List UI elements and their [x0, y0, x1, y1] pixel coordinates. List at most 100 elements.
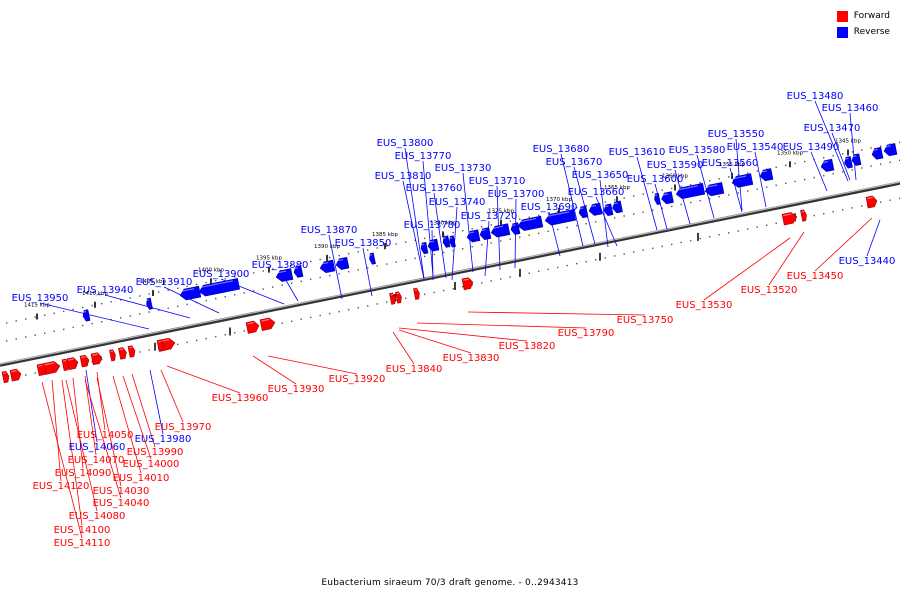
- leader-line: [149, 369, 164, 435]
- leader-line: [703, 237, 791, 301]
- leader-line: [362, 247, 373, 297]
- gene-arrow: [588, 202, 603, 216]
- gene-arrow: [844, 156, 853, 169]
- gene-arrow: [865, 195, 878, 209]
- gene-arrow: [90, 352, 103, 366]
- leader-line: [768, 231, 805, 286]
- leader-line: [433, 192, 447, 279]
- gene-arrow: [490, 223, 511, 238]
- gene-arrow: [389, 292, 396, 305]
- gene-label: EUS_13770: [395, 151, 452, 162]
- gene-arrow: [61, 358, 70, 371]
- gene-label: EUS_13920: [329, 374, 386, 385]
- gene-arrow: [544, 209, 577, 226]
- tick-label: 1360 kbp: [662, 174, 688, 180]
- gene-label: EUS_13550: [708, 129, 765, 140]
- gene-label: EUS_14100: [54, 525, 111, 536]
- gene-label: EUS_13900: [193, 269, 250, 280]
- gene-arrow: [461, 277, 474, 291]
- gene-arrow: [156, 339, 165, 352]
- gene-label: EUS_13840: [386, 364, 443, 375]
- leader-line: [404, 147, 425, 279]
- leader-line: [84, 379, 122, 499]
- leader-line: [398, 327, 528, 342]
- leader-line: [599, 179, 609, 248]
- gene-arrow: [1, 370, 10, 384]
- gene-label: EUS_13950: [12, 293, 69, 304]
- reverse-swatch: [836, 26, 848, 38]
- leader-line: [866, 219, 881, 257]
- gene-label: EUS_13810: [375, 171, 432, 182]
- gene-label: EUS_13990: [127, 447, 184, 458]
- gene-arrow: [781, 212, 798, 226]
- gene-arrow: [245, 320, 260, 334]
- gene-arrow: [442, 235, 451, 248]
- leader-line: [65, 379, 98, 512]
- leader-line: [636, 156, 658, 231]
- gene-arrow: [578, 205, 589, 219]
- gene-label: EUS_13750: [617, 315, 674, 326]
- gene-label: EUS_14090: [55, 468, 112, 479]
- gene-arrow: [800, 209, 807, 222]
- gene-label: EUS_13710: [469, 176, 526, 187]
- leader-line: [754, 151, 767, 208]
- gene-label: EUS_13650: [572, 170, 629, 181]
- leader-line: [112, 375, 142, 474]
- gene-label: EUS_13940: [77, 285, 134, 296]
- gene-label: EUS_14030: [93, 486, 150, 497]
- leader-line: [96, 371, 106, 431]
- leader-line: [416, 322, 587, 329]
- leader-line: [729, 167, 743, 213]
- gene-arrow: [109, 349, 116, 362]
- gene-arrow: [413, 287, 420, 300]
- tick-label: 1395 kbp: [256, 256, 282, 262]
- legend-reverse: Reverse: [836, 24, 890, 40]
- gene-arrow: [851, 153, 862, 166]
- gene-arrow: [179, 285, 202, 301]
- leader-line: [84, 375, 97, 456]
- tick-label: 1365 kbp: [604, 185, 630, 191]
- leader-line: [398, 329, 472, 354]
- gene-label: EUS_13720: [461, 211, 518, 222]
- gene-arrow: [510, 222, 521, 235]
- gene-label: EUS_13730: [435, 163, 492, 174]
- gene-arrow: [517, 215, 544, 231]
- leader-line: [267, 355, 358, 375]
- tick-label: 1405 kbp: [140, 279, 166, 285]
- gene-label: EUS_13590: [647, 160, 704, 171]
- legend-reverse-label: Reverse: [853, 27, 890, 37]
- gene-arrow: [9, 368, 22, 382]
- gene-arrow: [479, 227, 492, 240]
- leader-line: [831, 132, 851, 181]
- gene-label: EUS_13790: [558, 328, 615, 339]
- tick-label: 1345 kbp: [835, 139, 861, 145]
- leader-line: [392, 331, 415, 365]
- legend-forward: Forward: [836, 8, 890, 24]
- gene-arrow: [42, 361, 61, 375]
- leader-line: [560, 153, 584, 247]
- leader-line: [462, 172, 474, 273]
- gene-arrow: [661, 191, 674, 205]
- gene-label: EUS_13910: [136, 277, 193, 288]
- leader-line: [328, 234, 343, 300]
- gene-label: EUS_13610: [609, 147, 666, 158]
- gene-label: EUS_13680: [533, 144, 590, 155]
- genome-axis-highlight: [0, 181, 900, 365]
- legend-forward-label: Forward: [853, 11, 890, 21]
- gene-arrow: [127, 345, 136, 358]
- gene-arrow: [118, 347, 127, 360]
- reverse-lower-track: [6, 159, 900, 342]
- gene-label: EUS_13800: [377, 138, 434, 149]
- gene-arrow: [259, 317, 276, 331]
- gene-label: EUS_14060: [69, 442, 126, 453]
- gene-arrow: [654, 192, 661, 206]
- gene-arrow: [395, 291, 402, 304]
- tick-label: 1415 kbp: [24, 303, 50, 309]
- gene-label: EUS_14010: [113, 473, 170, 484]
- gene-label: EUS_13660: [568, 187, 625, 198]
- tick-label: 1350 kbp: [777, 150, 803, 156]
- gene-label: EUS_13740: [429, 197, 486, 208]
- genome-axis: [0, 181, 900, 367]
- gene-label: EUS_13490: [783, 142, 840, 153]
- gene-arrow: [369, 252, 376, 265]
